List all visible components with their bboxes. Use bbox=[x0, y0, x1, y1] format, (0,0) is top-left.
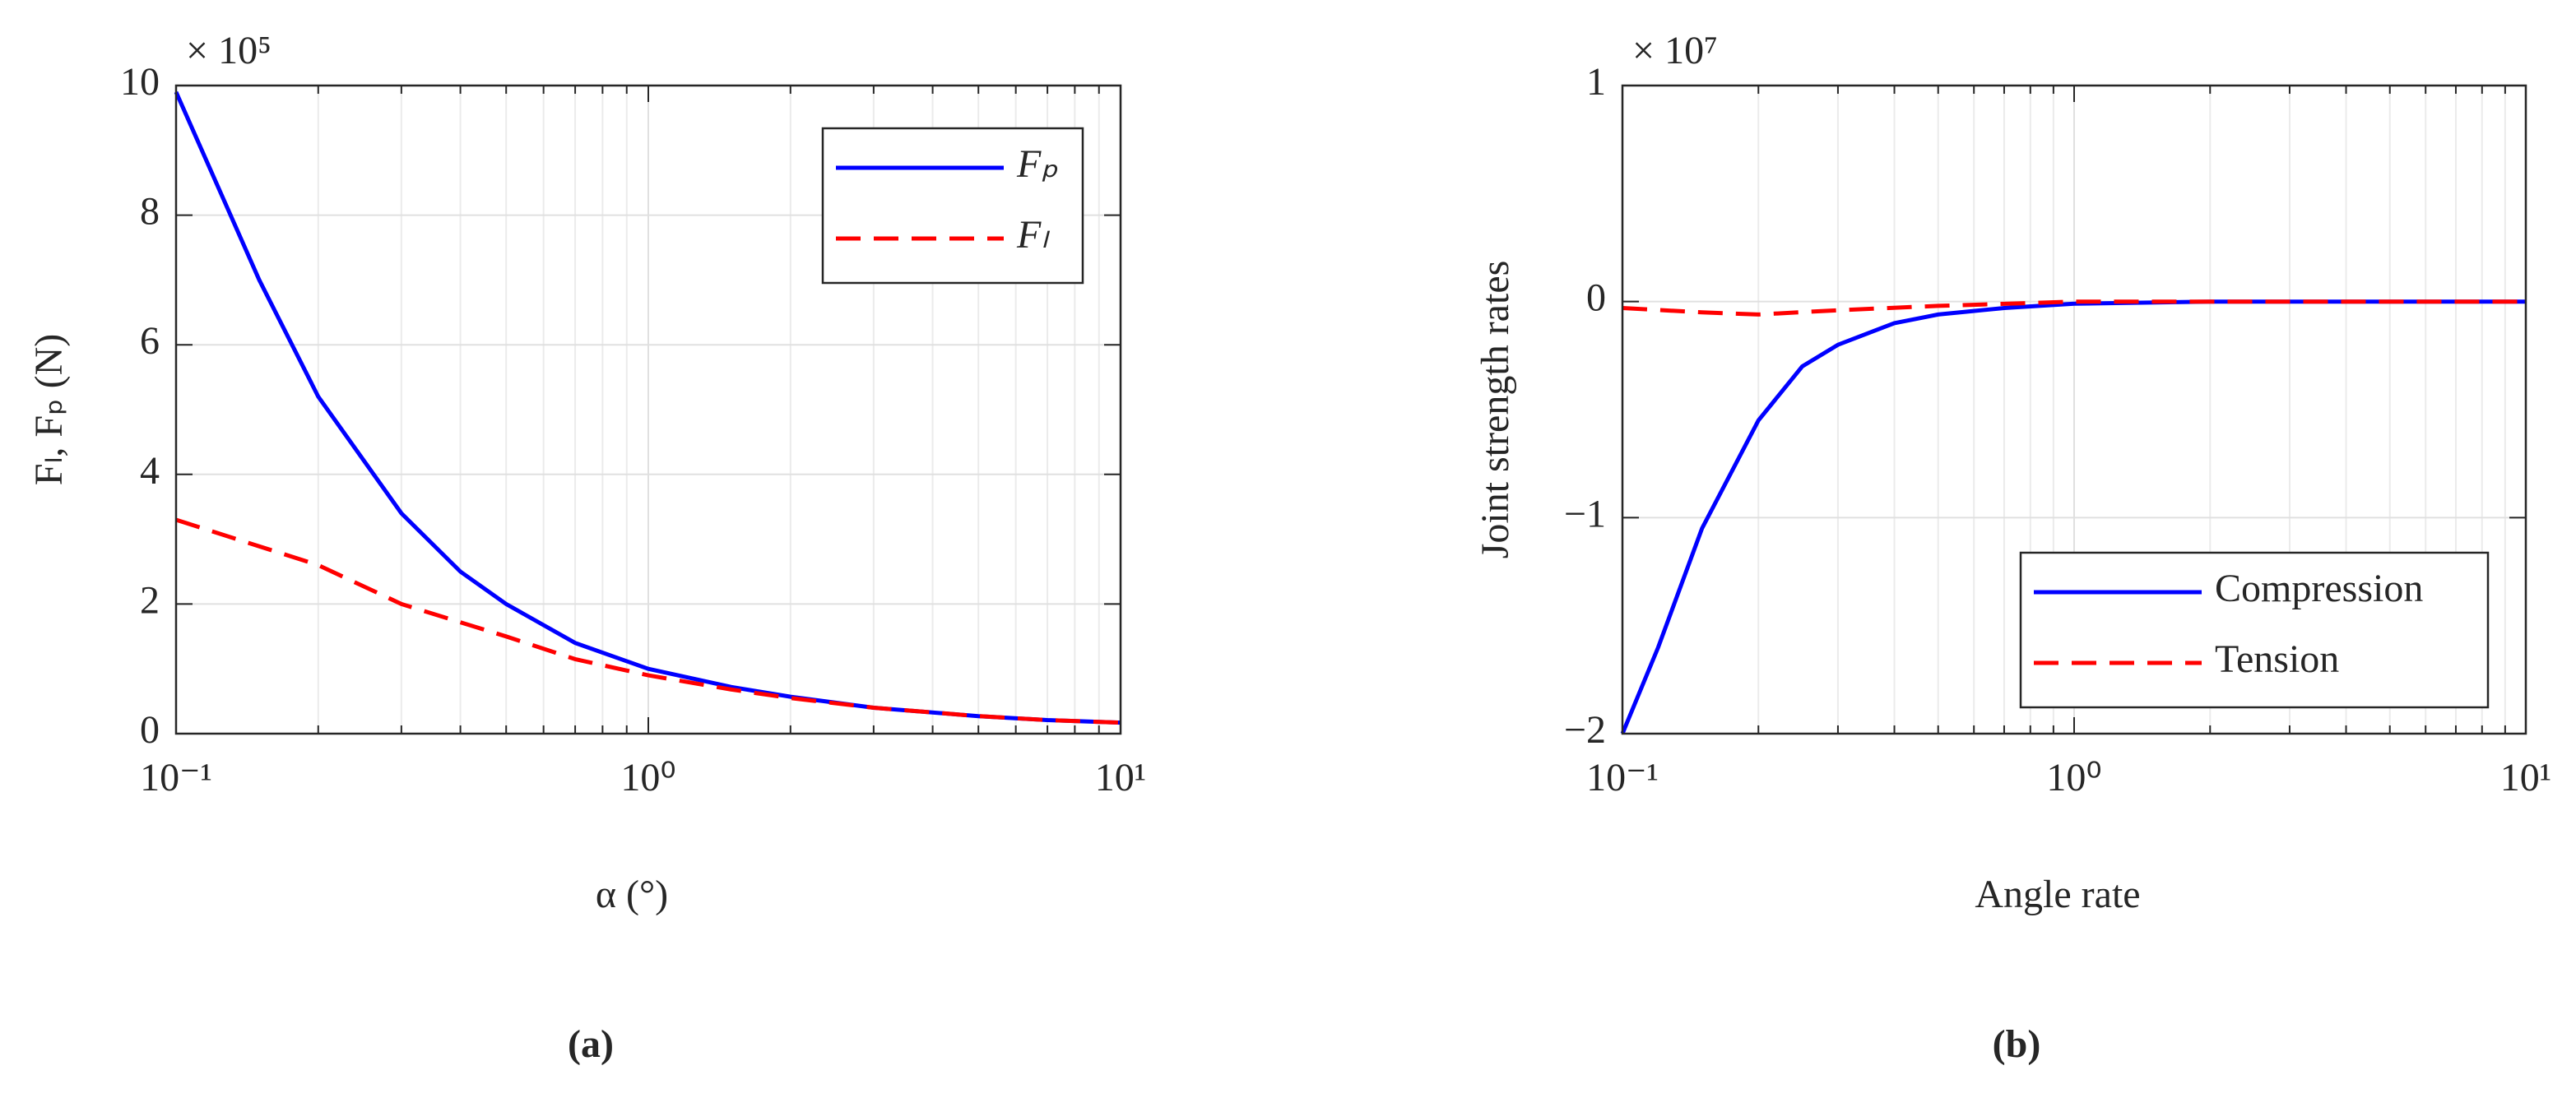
x-tick-label: 10¹ bbox=[2500, 756, 2551, 799]
y-axis-label: Fₗ, Fₚ (N) bbox=[27, 334, 71, 486]
x-tick-label: 10⁰ bbox=[2046, 756, 2101, 799]
x-tick-label: 10⁻¹ bbox=[140, 756, 212, 799]
legend-label: Tension bbox=[2215, 637, 2339, 681]
x-axis-label: α (°) bbox=[596, 873, 668, 916]
y-tick-label: 4 bbox=[140, 449, 160, 493]
panel-label: (b) bbox=[1993, 1022, 2041, 1066]
y-tick-label: 0 bbox=[140, 708, 160, 752]
x-tick-label: 10⁻¹ bbox=[1586, 756, 1659, 799]
x-tick-label: 10⁰ bbox=[620, 756, 675, 799]
legend-label: Fₗ bbox=[1016, 213, 1050, 257]
y-multiplier: × 10⁷ bbox=[1632, 29, 1718, 72]
axes-box bbox=[1621, 84, 2527, 735]
y-tick-label: −1 bbox=[1564, 492, 1606, 535]
y-multiplier: × 10⁵ bbox=[186, 29, 272, 72]
x-tick-label: 10¹ bbox=[1095, 756, 1146, 799]
y-tick-label: −2 bbox=[1564, 708, 1606, 752]
panel: 10⁻¹ 10⁰ 10¹ −2 −1 0 1 × 10⁷ Angle rate Joint str… bbox=[1474, 29, 2551, 1066]
y-tick-label: 0 bbox=[1586, 276, 1606, 320]
y-axis-label: Joint strength rates bbox=[1474, 261, 1517, 559]
y-tick-label: 8 bbox=[140, 190, 160, 234]
panel-label: (a) bbox=[568, 1022, 614, 1066]
legend-label: Fₚ bbox=[1016, 142, 1058, 186]
x-axis-label: Angle rate bbox=[1975, 873, 2140, 916]
panel: 10⁻¹ 10⁰ 10¹ 0 2 4 6 8 10 × 10⁵ α (°) Fₗ, Fₚ (N) (a)… bbox=[27, 29, 1146, 1066]
y-tick-label: 6 bbox=[140, 319, 160, 363]
y-tick-label: 2 bbox=[140, 578, 160, 622]
y-tick-label: 1 bbox=[1586, 60, 1606, 104]
legend-label: Compression bbox=[2215, 567, 2423, 610]
legend-box bbox=[821, 127, 1084, 285]
data-line bbox=[1622, 299, 2526, 317]
data-line bbox=[175, 517, 1121, 725]
legend-box bbox=[2019, 551, 2490, 709]
y-tick-label: 10 bbox=[120, 60, 160, 104]
axes-box bbox=[174, 84, 1122, 735]
